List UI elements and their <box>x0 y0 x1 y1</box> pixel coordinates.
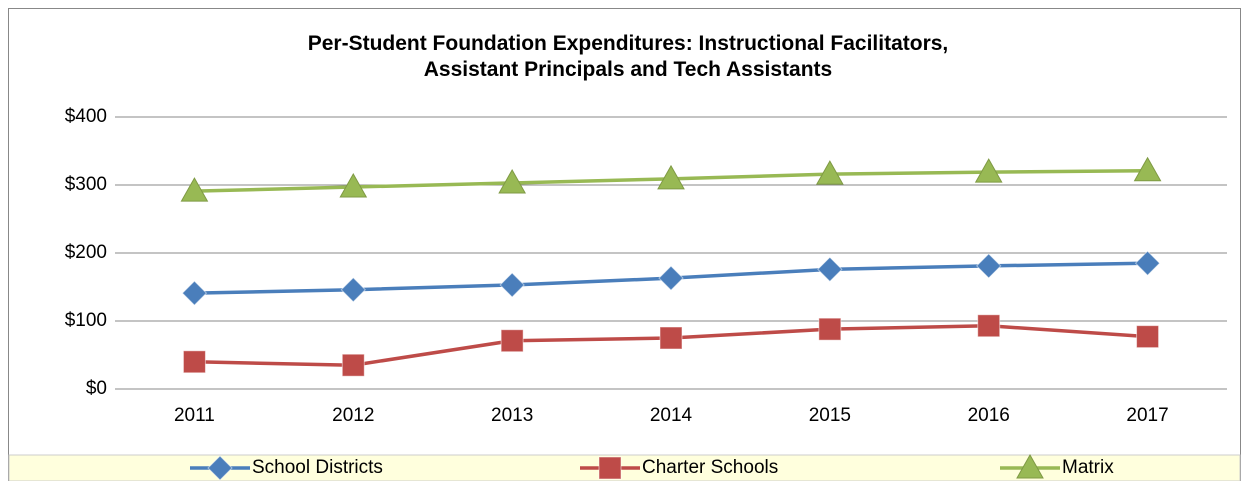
marker <box>818 317 842 341</box>
marker <box>1133 156 1162 182</box>
marker <box>974 158 1003 183</box>
x-tick-label: 2017 <box>1126 405 1168 426</box>
marker <box>659 326 683 350</box>
marker <box>498 168 526 194</box>
x-tick-label: 2014 <box>650 405 693 426</box>
marker <box>817 256 843 283</box>
y-tick-label: $200 <box>65 242 107 263</box>
y-tick-label: $400 <box>65 106 107 127</box>
x-tick-label: 2011 <box>174 405 215 426</box>
marker <box>500 329 524 353</box>
marker <box>207 455 233 481</box>
marker <box>341 353 365 377</box>
marker <box>1136 325 1160 349</box>
marker <box>181 280 208 306</box>
marker <box>598 456 622 480</box>
marker <box>1134 250 1161 276</box>
y-tick-label: $300 <box>65 174 107 195</box>
marker <box>499 272 525 298</box>
x-tick-label: 2016 <box>968 405 1010 426</box>
x-tick-label: 2013 <box>491 405 533 426</box>
chart-title: Per-Student Foundation Expenditures: Ins… <box>308 32 949 81</box>
legend-label: Charter Schools <box>642 457 778 478</box>
marker <box>1016 453 1044 479</box>
marker <box>339 173 368 198</box>
y-tick-label: $0 <box>86 378 107 399</box>
y-tick-label: $100 <box>65 310 107 331</box>
marker <box>340 277 366 303</box>
x-tick-label: 2012 <box>332 405 374 426</box>
marker <box>977 314 1001 338</box>
marker <box>976 253 1002 279</box>
chart-border <box>8 8 1241 481</box>
marker <box>180 177 209 202</box>
marker <box>657 164 685 190</box>
legend-label: Matrix <box>1062 457 1114 478</box>
marker <box>816 160 844 185</box>
marker <box>658 265 684 291</box>
legend-label: School Districts <box>252 457 383 478</box>
x-tick-label: 2015 <box>809 405 851 426</box>
marker <box>182 350 206 374</box>
